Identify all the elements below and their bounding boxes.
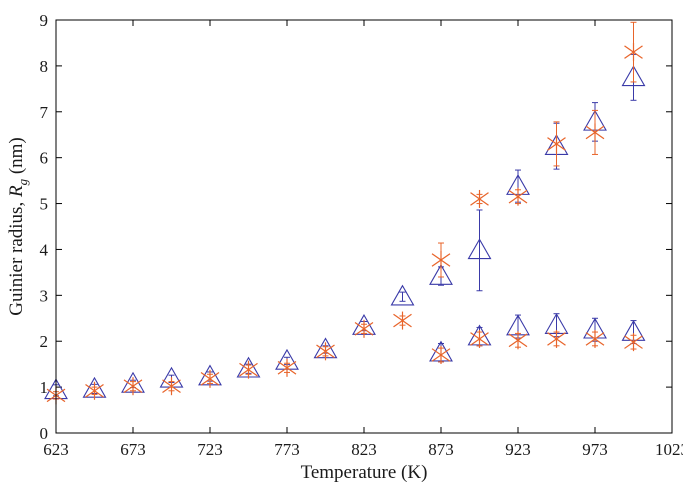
- asterisk-marker: [508, 187, 528, 206]
- asterisk-marker: [85, 381, 104, 400]
- x-tick-label: 923: [505, 440, 531, 459]
- asterisk-marker: [393, 311, 412, 330]
- asterisk-marker: [431, 250, 451, 269]
- triangle-marker: [621, 65, 646, 87]
- y-tick-label: 2: [40, 332, 49, 351]
- y-axis-label-unit: (nm): [6, 137, 27, 179]
- x-tick-label: 673: [120, 440, 146, 459]
- x-tick-label: 773: [274, 440, 300, 459]
- asterisk-marker: [277, 358, 297, 377]
- x-tick-label: 1023: [655, 440, 683, 459]
- asterisk-marker: [585, 329, 605, 348]
- y-tick-label: 1: [40, 378, 49, 397]
- y-axis-label-symbol: R: [6, 185, 27, 198]
- y-tick-label: 5: [40, 195, 49, 214]
- asterisk-marker: [316, 342, 335, 361]
- asterisk-marker: [470, 189, 489, 208]
- series-asterisk: [46, 21, 643, 405]
- asterisk-marker: [200, 369, 220, 388]
- y-tick-label: 9: [40, 11, 49, 30]
- x-tick-label: 623: [43, 440, 69, 459]
- axis-ticks: 623 673 723 773 823 873 923 973 1023 0 1 2 3 4 5 6 7 8 9: [40, 11, 683, 459]
- y-tick-label: 4: [40, 240, 49, 259]
- y-axis-label: Guinier radius, Rg (nm): [6, 137, 30, 316]
- plot-frame: [55, 19, 673, 434]
- asterisk-marker: [470, 329, 489, 348]
- asterisk-marker: [508, 331, 528, 350]
- asterisk-marker: [547, 329, 566, 348]
- y-tick-label: 8: [40, 57, 49, 76]
- asterisk-marker: [431, 345, 451, 364]
- data-series-layer: [44, 21, 646, 405]
- asterisk-marker: [354, 319, 374, 338]
- x-tick-label: 723: [197, 440, 223, 459]
- y-axis-label-subscript: g: [15, 178, 30, 185]
- asterisk-marker: [239, 360, 258, 379]
- triangle-marker: [429, 263, 453, 285]
- x-axis-label: Temperature (K): [301, 462, 428, 482]
- asterisk-marker: [547, 134, 566, 153]
- x-tick-label: 873: [428, 440, 454, 459]
- asterisk-marker: [585, 123, 605, 142]
- y-tick-label: 3: [40, 286, 49, 305]
- y-tick-label: 6: [40, 149, 49, 168]
- triangle-marker: [467, 238, 492, 260]
- series-triangle: [44, 53, 646, 400]
- triangle-marker: [390, 284, 415, 306]
- asterisk-marker: [624, 333, 643, 352]
- y-tick-label: 0: [40, 424, 49, 443]
- asterisk-marker: [624, 43, 643, 62]
- x-tick-label: 973: [582, 440, 608, 459]
- y-axis-label-main: Guinier radius,: [6, 197, 27, 316]
- asterisk-marker: [123, 377, 143, 396]
- x-tick-label: 823: [351, 440, 377, 459]
- asterisk-marker: [162, 377, 181, 396]
- y-tick-label: 7: [40, 103, 49, 122]
